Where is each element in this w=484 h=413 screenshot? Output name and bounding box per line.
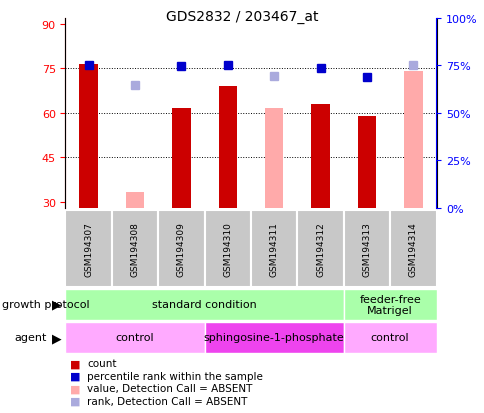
Bar (204, 211, 251, 287)
Text: ■: ■ (70, 396, 81, 406)
Text: growth protocol: growth protocol (2, 299, 90, 310)
Bar (357, 116, 376, 209)
Bar (343, 322, 436, 353)
Bar (65, 322, 204, 353)
Bar (112, 211, 158, 287)
Bar (125, 192, 144, 209)
Text: GSM194312: GSM194312 (316, 221, 324, 276)
Bar (79, 64, 98, 209)
Bar (403, 72, 422, 209)
Text: percentile rank within the sample: percentile rank within the sample (87, 371, 263, 381)
Text: GSM194310: GSM194310 (223, 221, 232, 276)
Text: GSM194309: GSM194309 (177, 221, 185, 276)
Bar (218, 87, 237, 209)
Bar (343, 289, 436, 320)
Text: agent: agent (15, 332, 47, 343)
Bar (65, 211, 112, 287)
Bar (251, 211, 297, 287)
Bar (343, 211, 389, 287)
Text: sphingosine-1-phosphate: sphingosine-1-phosphate (203, 332, 344, 343)
Bar (158, 211, 204, 287)
Text: feeder-free
Matrigel: feeder-free Matrigel (359, 294, 420, 316)
Text: value, Detection Call = ABSENT: value, Detection Call = ABSENT (87, 383, 252, 393)
Bar (264, 109, 283, 209)
Text: GSM194311: GSM194311 (269, 221, 278, 276)
Bar (311, 104, 329, 209)
Text: rank, Detection Call = ABSENT: rank, Detection Call = ABSENT (87, 396, 247, 406)
Text: count: count (87, 358, 117, 368)
Text: GSM194307: GSM194307 (84, 221, 93, 276)
Text: GSM194313: GSM194313 (362, 221, 371, 276)
Bar (65, 289, 343, 320)
Text: GDS2832 / 203467_at: GDS2832 / 203467_at (166, 10, 318, 24)
Bar (389, 211, 436, 287)
Text: control: control (370, 332, 408, 343)
Text: ■: ■ (70, 383, 81, 393)
Text: ▶: ▶ (52, 331, 61, 344)
Text: ■: ■ (70, 358, 81, 368)
Bar (172, 109, 190, 209)
Text: GSM194308: GSM194308 (130, 221, 139, 276)
Bar (297, 211, 343, 287)
Text: GSM194314: GSM194314 (408, 221, 417, 276)
Text: standard condition: standard condition (152, 299, 257, 310)
Text: ■: ■ (70, 371, 81, 381)
Bar (204, 322, 343, 353)
Text: ▶: ▶ (52, 298, 61, 311)
Text: control: control (116, 332, 154, 343)
